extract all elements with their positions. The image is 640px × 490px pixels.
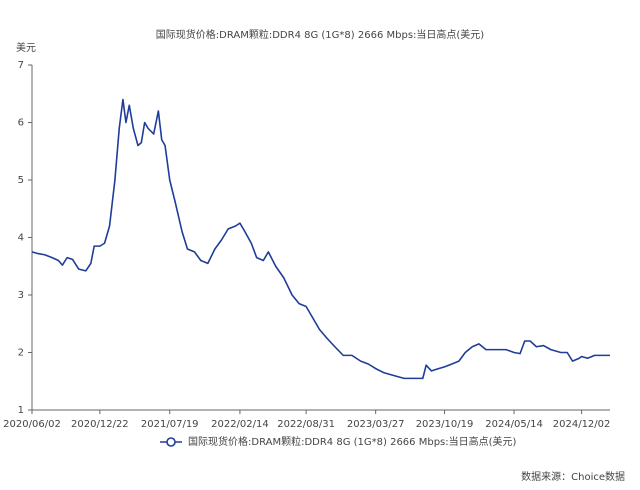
x-tick-label: 2022/02/14 [211, 419, 269, 430]
x-tick-label: 2020/06/02 [3, 419, 61, 430]
x-tick-label: 2020/12/22 [71, 419, 129, 430]
x-tick-label: 2023/03/27 [347, 419, 405, 430]
x-tick-label: 2023/10/19 [416, 419, 474, 430]
y-tick-label: 4 [18, 233, 24, 244]
y-tick-label: 3 [18, 290, 24, 301]
y-tick-label: 2 [18, 348, 24, 359]
y-tick-label: 7 [18, 60, 24, 71]
x-tick-label: 2024/05/14 [485, 419, 543, 430]
y-tick-label: 1 [18, 405, 24, 416]
x-tick-label: 2021/07/19 [141, 419, 199, 430]
legend-label: 国际现货价格:DRAM颗粒:DDR4 8G (1G*8) 2666 Mbps:当… [188, 435, 517, 448]
source: 数据来源：Choice数据 [521, 470, 625, 483]
x-tick-label: 2022/08/31 [277, 419, 335, 430]
y-tick-label: 5 [18, 175, 24, 186]
chart-title: 国际现货价格:DRAM颗粒:DDR4 8G (1G*8) 2666 Mbps:当… [156, 28, 485, 41]
y-axis-label: 美元 [16, 41, 36, 54]
y-tick-label: 6 [18, 118, 24, 129]
legend-marker [166, 437, 176, 447]
x-tick-label: 2024/12/02 [553, 419, 611, 430]
line [31, 98, 610, 380]
